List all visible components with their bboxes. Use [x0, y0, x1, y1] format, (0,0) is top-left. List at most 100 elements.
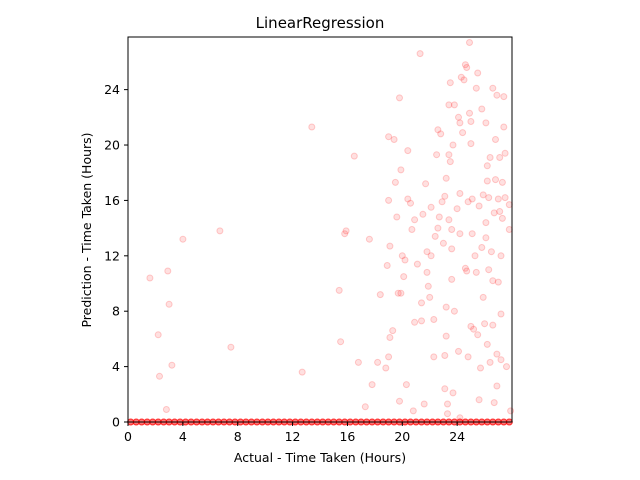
data-point	[435, 213, 443, 221]
data-point	[494, 195, 502, 203]
data-point	[156, 372, 163, 380]
data-point	[433, 151, 441, 159]
data-point	[492, 136, 499, 143]
data-point	[426, 293, 434, 301]
data-point	[467, 140, 475, 148]
data-point	[427, 203, 435, 211]
data-point	[456, 414, 464, 422]
data-point	[466, 109, 473, 117]
data-point	[497, 252, 505, 260]
data-point	[497, 310, 505, 318]
x-tick-label: 24	[449, 429, 465, 444]
data-point	[479, 191, 487, 199]
data-point	[459, 129, 467, 137]
data-point	[477, 364, 484, 372]
data-point	[445, 151, 453, 159]
data-point	[434, 224, 442, 232]
x-tick-label: 0	[124, 429, 132, 444]
data-point	[411, 216, 419, 224]
data-point	[419, 210, 427, 218]
data-point	[487, 248, 495, 256]
data-point	[434, 126, 442, 134]
data-point	[461, 61, 469, 69]
data-point	[489, 84, 497, 92]
data-point	[430, 316, 438, 323]
data-point	[485, 194, 493, 202]
data-point	[227, 343, 235, 351]
data-point	[397, 166, 405, 174]
data-point	[449, 141, 457, 149]
data-point	[490, 209, 498, 217]
data-point	[455, 347, 462, 355]
y-tick-label: 20	[104, 138, 120, 153]
data-point	[442, 332, 450, 340]
data-point	[383, 262, 391, 269]
data-point	[475, 396, 483, 404]
data-point	[404, 147, 412, 155]
data-point	[448, 226, 456, 233]
data-point	[460, 76, 468, 84]
chart-title: LinearRegression	[256, 14, 385, 32]
data-point	[396, 397, 403, 405]
data-point	[467, 118, 475, 125]
data-point	[385, 196, 393, 204]
data-point	[441, 385, 449, 393]
x-tick-label: 8	[234, 429, 242, 444]
data-point	[368, 381, 376, 389]
data-point	[389, 327, 397, 335]
data-point	[442, 303, 450, 311]
data-point	[298, 368, 306, 376]
data-point	[463, 64, 471, 71]
data-point	[468, 195, 476, 203]
x-axis-label: Actual - Time Taken (Hours)	[234, 450, 406, 465]
data-point	[496, 208, 504, 215]
data-point	[472, 84, 480, 92]
data-point	[489, 321, 497, 329]
data-point	[493, 382, 501, 390]
y-tick-label: 12	[104, 248, 120, 263]
data-point	[471, 252, 479, 260]
data-point	[146, 274, 154, 282]
data-point	[500, 123, 508, 131]
data-point	[409, 407, 417, 415]
data-point	[450, 307, 458, 315]
data-point	[396, 94, 403, 102]
data-point	[422, 180, 430, 188]
data-point	[445, 216, 453, 224]
data-point	[308, 123, 316, 131]
data-point	[461, 264, 469, 272]
data-point	[423, 248, 431, 256]
data-point	[418, 299, 425, 307]
points-layer	[127, 39, 515, 426]
data-point	[418, 317, 425, 325]
data-point	[401, 256, 409, 264]
data-point	[442, 174, 450, 182]
data-point	[497, 356, 505, 364]
data-point	[493, 91, 501, 99]
data-point	[441, 192, 449, 200]
data-point	[179, 235, 187, 243]
data-point	[464, 353, 472, 361]
data-point	[397, 289, 405, 297]
data-point	[444, 410, 451, 418]
data-point	[164, 267, 172, 275]
data-point	[501, 194, 509, 202]
data-point	[456, 230, 464, 238]
data-point	[482, 234, 490, 242]
data-point	[481, 320, 489, 328]
data-point	[216, 227, 224, 235]
data-point	[407, 199, 414, 207]
data-point	[475, 202, 483, 210]
data-point	[385, 353, 393, 361]
data-point	[479, 293, 487, 301]
data-point	[441, 352, 449, 359]
data-point	[498, 214, 506, 222]
y-tick-label: 24	[104, 82, 120, 97]
data-point	[400, 273, 408, 281]
data-point	[453, 205, 461, 213]
data-point	[496, 154, 504, 161]
plot-frame	[127, 36, 513, 423]
data-point	[424, 282, 432, 290]
data-point	[385, 133, 393, 141]
data-point	[450, 101, 458, 109]
